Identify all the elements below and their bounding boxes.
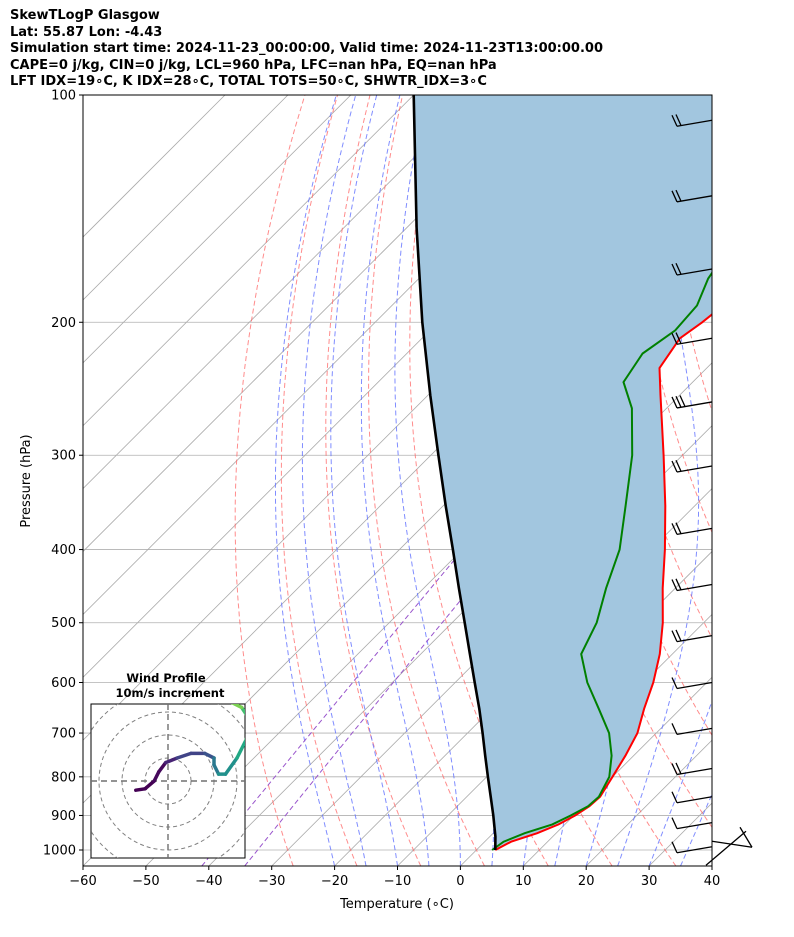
cape-cin-shading: [413, 95, 712, 850]
dry-adiabat: [368, 95, 485, 866]
y-tick-label: 900: [51, 809, 76, 824]
y-tick-label: 500: [51, 616, 76, 631]
moist-adiabat: [711, 864, 712, 866]
x-tick-label: −50: [132, 874, 159, 889]
moist-adiabat: [680, 792, 712, 866]
wind-barb: [705, 826, 753, 866]
hodograph-segment: [163, 756, 179, 765]
inset-subtitle: 10m/s increment: [116, 686, 225, 700]
hodograph-segment: [244, 737, 245, 741]
hodograph-segment: [235, 738, 245, 760]
x-tick-label: −20: [321, 874, 348, 889]
hodograph-segment: [223, 756, 239, 776]
moist-adiabat: [330, 95, 398, 866]
hodograph-segment: [157, 760, 168, 774]
wind-barb: [671, 522, 713, 536]
dry-adiabat: [325, 95, 422, 866]
hodograph-segment: [230, 704, 244, 710]
x-tick-label: 40: [704, 874, 721, 889]
parcel-line: [412, 95, 497, 851]
x-tick-label: −10: [384, 874, 411, 889]
hodograph-segment: [175, 751, 193, 760]
wind-barb: [671, 263, 713, 276]
time-line: Simulation start time: 2024-11-23_00:00:…: [10, 41, 603, 57]
dewpoint-line: [491, 271, 712, 851]
temperature-line: [494, 313, 712, 851]
isotherm: [83, 95, 540, 553]
hodograph-segment: [239, 705, 245, 716]
x-tick-label: −60: [69, 874, 96, 889]
dry-adiabat: [761, 95, 794, 866]
mixing-ratio-line: [244, 557, 496, 866]
wind-barb: [671, 841, 713, 854]
y-axis: 100 200 300 400 500 600 700 800 900 1000: [43, 89, 83, 859]
chart-title: SkewTLogP Glasgow: [10, 8, 160, 23]
index-line: LFT IDX=19∘C, K IDX=28∘C, TOTAL TOTS=50∘…: [10, 74, 487, 90]
wind-barb: [671, 395, 713, 409]
dry-adiabat: [234, 95, 306, 866]
y-tick-label: 700: [51, 727, 76, 742]
wind-barb: [671, 677, 713, 690]
moist-adiabat: [394, 95, 461, 866]
stability-line: CAPE=0 j/kg, CIN=0 j/kg, LCL=960 hPa, LF…: [10, 57, 497, 73]
x-axis: −60 −50 −40 −30 −20 −10 0 10 20 30 40: [69, 866, 720, 889]
wind-barb: [671, 578, 713, 592]
dry-adiabat: [662, 95, 712, 413]
isotherm: [83, 95, 477, 490]
isotherm: [83, 95, 352, 364]
y-tick-label: 600: [51, 676, 76, 691]
dry-adiabat: [280, 95, 358, 866]
isotherm: [334, 488, 712, 866]
mixing-ratio-line: [201, 557, 457, 866]
y-tick-label: 400: [51, 543, 76, 558]
wind-barb: [671, 762, 713, 776]
wind-barb: [671, 114, 713, 127]
wind-barb: [671, 791, 713, 804]
location-line: Lat: 55.87 Lon: -4.43: [10, 24, 163, 40]
y-axis-label: Pressure (hPa): [19, 434, 34, 527]
hodograph-inset: Wind Profile 10m/s increment: [90, 671, 246, 859]
moist-adiabat: [274, 95, 337, 866]
wind-barb: [671, 817, 713, 830]
isotherm: [83, 95, 289, 301]
wind-barb: [671, 629, 713, 643]
moist-adiabat: [301, 95, 367, 866]
dry-adiabat: [728, 95, 794, 866]
x-tick-label: 0: [456, 874, 464, 889]
isotherm: [523, 676, 712, 866]
moist-adiabat: [744, 95, 794, 866]
y-tick-label: 1000: [43, 844, 76, 859]
y-tick-label: 100: [51, 89, 76, 104]
chart-header: SkewTLogP Glasgow Lat: 55.87 Lon: -4.43 …: [10, 8, 603, 91]
wind-barb: [671, 332, 713, 345]
wind-barb: [671, 723, 713, 735]
moist-adiabat: [360, 95, 430, 866]
shaded-area: [413, 95, 712, 850]
y-tick-label: 200: [51, 316, 76, 331]
y-tick-label: 300: [51, 449, 76, 464]
isotherm: [711, 865, 712, 866]
hodograph-segment: [143, 779, 156, 791]
profile-lines: [412, 95, 712, 851]
x-tick-label: −30: [258, 874, 285, 889]
y-tick-label: 800: [51, 770, 76, 785]
isotherm: [83, 95, 226, 238]
x-tick-label: −40: [195, 874, 222, 889]
x-tick-label: 10: [515, 874, 532, 889]
x-axis-label: Temperature (∘C): [339, 897, 454, 912]
x-tick-label: 20: [578, 874, 595, 889]
moist-adiabat: [648, 699, 712, 866]
wind-barb: [671, 460, 713, 473]
x-tick-label: 30: [641, 874, 658, 889]
wind-barbs: [671, 114, 753, 866]
moist-adiabat: [617, 95, 700, 866]
isotherm: [83, 95, 414, 427]
wind-barb: [671, 189, 713, 203]
inset-title: Wind Profile: [126, 671, 206, 685]
